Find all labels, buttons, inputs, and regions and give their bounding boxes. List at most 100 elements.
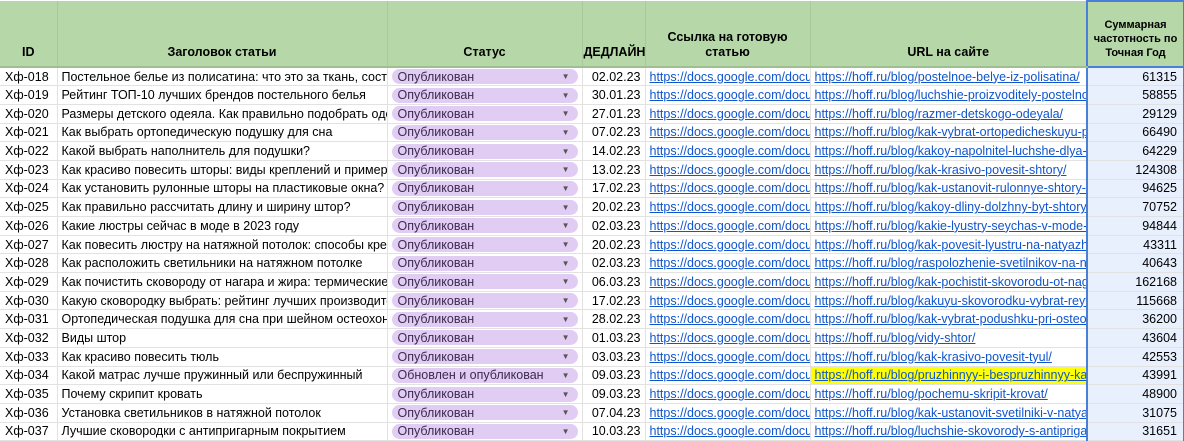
site-url-link[interactable]: https://hoff.ru/blog/vidy-shtor/ — [814, 330, 976, 345]
dropdown-arrow-icon[interactable]: ▼ — [561, 221, 570, 231]
site-url-link[interactable]: https://hoff.ru/blog/postelnoe-belye-iz-… — [814, 69, 1080, 84]
cell-site-url[interactable]: https://hoff.ru/blog/pruzhinnyy-i-bespru… — [810, 366, 1088, 386]
dropdown-arrow-icon[interactable]: ▼ — [561, 202, 570, 212]
dropdown-arrow-icon[interactable]: ▼ — [561, 370, 570, 380]
cell-site-url[interactable]: https://hoff.ru/blog/kak-vybrat-ortopedi… — [810, 123, 1088, 143]
status-dropdown[interactable]: Опубликован ▼ — [391, 423, 578, 439]
header-frequency[interactable]: Суммарная частотность по Точная Год — [1086, 0, 1184, 68]
dropdown-arrow-icon[interactable]: ▼ — [561, 408, 570, 418]
doc-link[interactable]: https://docs.google.com/docum — [649, 88, 810, 103]
cell-id[interactable]: Хф-024 — [0, 179, 58, 199]
cell-status[interactable]: Опубликован ▼ — [387, 328, 583, 348]
cell-site-url[interactable]: https://hoff.ru/blog/vidy-shtor/ — [810, 328, 1088, 348]
cell-site-url[interactable]: https://hoff.ru/blog/razmer-detskogo-ode… — [810, 104, 1088, 124]
cell-frequency[interactable]: 36200 — [1086, 309, 1184, 330]
cell-title[interactable]: Как установить рулонные шторы на пластик… — [57, 179, 388, 199]
cell-frequency[interactable]: 94625 — [1086, 179, 1184, 199]
cell-deadline[interactable]: 20.02.23 — [582, 197, 646, 217]
cell-title[interactable]: Как выбрать ортопедическую подушку для с… — [57, 123, 388, 143]
cell-site-url[interactable]: https://hoff.ru/blog/kak-vybrat-podushku… — [810, 309, 1088, 330]
site-url-link[interactable]: https://hoff.ru/blog/luchshie-skovorody-… — [814, 424, 1087, 439]
cell-frequency[interactable]: 48900 — [1086, 384, 1184, 404]
status-dropdown[interactable]: Опубликован ▼ — [391, 143, 578, 159]
doc-link[interactable]: https://docs.google.com/docum — [649, 69, 810, 84]
dropdown-arrow-icon[interactable]: ▼ — [561, 258, 570, 268]
cell-deadline[interactable]: 17.02.23 — [582, 291, 646, 311]
header-url[interactable]: URL на сайте — [810, 1, 1088, 68]
cell-frequency[interactable]: 66490 — [1086, 123, 1184, 143]
doc-link[interactable]: https://docs.google.com/docum — [649, 349, 810, 364]
cell-doc-link[interactable]: https://docs.google.com/docum — [645, 67, 811, 87]
cell-title[interactable]: Как почистить сковороду от нагара и жира… — [57, 272, 388, 292]
cell-doc-link[interactable]: https://docs.google.com/docum — [645, 197, 811, 217]
dropdown-arrow-icon[interactable]: ▼ — [561, 127, 570, 137]
header-status[interactable]: Статус — [387, 1, 583, 68]
doc-link[interactable]: https://docs.google.com/docum — [649, 312, 810, 327]
cell-frequency[interactable]: 29129 — [1086, 104, 1184, 124]
dropdown-arrow-icon[interactable]: ▼ — [561, 352, 570, 362]
cell-status[interactable]: Опубликован ▼ — [387, 123, 583, 143]
status-dropdown[interactable]: Опубликован ▼ — [391, 293, 578, 309]
cell-id[interactable]: Хф-023 — [0, 160, 58, 180]
cell-site-url[interactable]: https://hoff.ru/blog/luchshie-skovorody-… — [810, 422, 1088, 441]
cell-site-url[interactable]: https://hoff.ru/blog/pochemu-skripit-kro… — [810, 384, 1088, 404]
cell-site-url[interactable]: https://hoff.ru/blog/kak-povesit-lyustru… — [810, 235, 1088, 255]
cell-frequency[interactable]: 31651 — [1086, 422, 1184, 441]
header-link[interactable]: Ссылка на готовую статью — [645, 1, 811, 68]
cell-title[interactable]: Размеры детского одеяла. Как правильно п… — [57, 104, 388, 124]
cell-site-url[interactable]: https://hoff.ru/blog/raspolozhenie-sveti… — [810, 253, 1088, 274]
cell-title[interactable]: Лучшие сковородки с антипригарным покрыт… — [57, 422, 388, 441]
site-url-link[interactable]: https://hoff.ru/blog/raspolozhenie-sveti… — [814, 256, 1087, 271]
cell-id[interactable]: Хф-020 — [0, 104, 58, 124]
header-title[interactable]: Заголовок статьи — [57, 1, 388, 68]
doc-link[interactable]: https://docs.google.com/docum — [649, 256, 810, 271]
cell-doc-link[interactable]: https://docs.google.com/docum — [645, 123, 811, 143]
doc-link[interactable]: https://docs.google.com/docum — [649, 200, 810, 215]
site-url-link[interactable]: https://hoff.ru/blog/kakoy-napolnitel-lu… — [814, 144, 1087, 159]
site-url-link[interactable]: https://hoff.ru/blog/kak-ustanovit-rulon… — [814, 181, 1087, 196]
cell-status[interactable]: Опубликован ▼ — [387, 67, 583, 87]
cell-status[interactable]: Опубликован ▼ — [387, 197, 583, 217]
dropdown-arrow-icon[interactable]: ▼ — [561, 314, 570, 324]
cell-deadline[interactable]: 20.02.23 — [582, 235, 646, 255]
site-url-link[interactable]: https://hoff.ru/blog/pruzhinnyy-i-bespru… — [814, 368, 1087, 383]
cell-id[interactable]: Хф-022 — [0, 141, 58, 161]
cell-deadline[interactable]: 09.03.23 — [582, 366, 646, 386]
cell-status[interactable]: Опубликован ▼ — [387, 384, 583, 404]
cell-site-url[interactable]: https://hoff.ru/blog/postelnoe-belye-iz-… — [810, 67, 1088, 87]
dropdown-arrow-icon[interactable]: ▼ — [561, 72, 570, 82]
cell-site-url[interactable]: https://hoff.ru/blog/luchshie-proizvodit… — [810, 85, 1088, 105]
status-dropdown[interactable]: Опубликован ▼ — [391, 106, 578, 122]
cell-status[interactable]: Обновлен и опубликован ▼ — [387, 366, 583, 386]
cell-id[interactable]: Хф-021 — [0, 123, 58, 143]
cell-status[interactable]: Опубликован ▼ — [387, 235, 583, 255]
dropdown-arrow-icon[interactable]: ▼ — [561, 277, 570, 287]
cell-deadline[interactable]: 17.02.23 — [582, 179, 646, 199]
status-dropdown[interactable]: Опубликован ▼ — [391, 386, 578, 402]
status-dropdown[interactable]: Опубликован ▼ — [391, 255, 578, 271]
doc-link[interactable]: https://docs.google.com/docum — [649, 424, 810, 439]
cell-doc-link[interactable]: https://docs.google.com/docum — [645, 328, 811, 348]
cell-status[interactable]: Опубликован ▼ — [387, 104, 583, 124]
cell-title[interactable]: Как повесить люстру на натяжной потолок:… — [57, 235, 388, 255]
header-id[interactable]: ID — [0, 1, 58, 68]
cell-id[interactable]: Хф-036 — [0, 403, 58, 423]
cell-title[interactable]: Постельное белье из полисатина: что это … — [57, 67, 388, 87]
doc-link[interactable]: https://docs.google.com/docum — [649, 125, 810, 140]
cell-id[interactable]: Хф-027 — [0, 235, 58, 255]
cell-doc-link[interactable]: https://docs.google.com/docum — [645, 235, 811, 255]
cell-deadline[interactable]: 01.03.23 — [582, 328, 646, 348]
cell-site-url[interactable]: https://hoff.ru/blog/kakoy-dliny-dolzhny… — [810, 197, 1088, 217]
site-url-link[interactable]: https://hoff.ru/blog/razmer-detskogo-ode… — [814, 106, 1064, 121]
cell-doc-link[interactable]: https://docs.google.com/docum — [645, 179, 811, 199]
dropdown-arrow-icon[interactable]: ▼ — [561, 165, 570, 175]
site-url-link[interactable]: https://hoff.ru/blog/kak-krasivo-povesit… — [814, 162, 1067, 177]
cell-deadline[interactable]: 06.03.23 — [582, 272, 646, 292]
cell-id[interactable]: Хф-034 — [0, 366, 58, 386]
cell-status[interactable]: Опубликован ▼ — [387, 403, 583, 423]
cell-title[interactable]: Как правильно рассчитать длину и ширину … — [57, 197, 388, 217]
cell-site-url[interactable]: https://hoff.ru/blog/kak-krasivo-povesit… — [810, 347, 1088, 367]
site-url-link[interactable]: https://hoff.ru/blog/kakoy-dliny-dolzhny… — [814, 200, 1087, 215]
doc-link[interactable]: https://docs.google.com/docum — [649, 237, 810, 252]
cell-status[interactable]: Опубликован ▼ — [387, 272, 583, 292]
